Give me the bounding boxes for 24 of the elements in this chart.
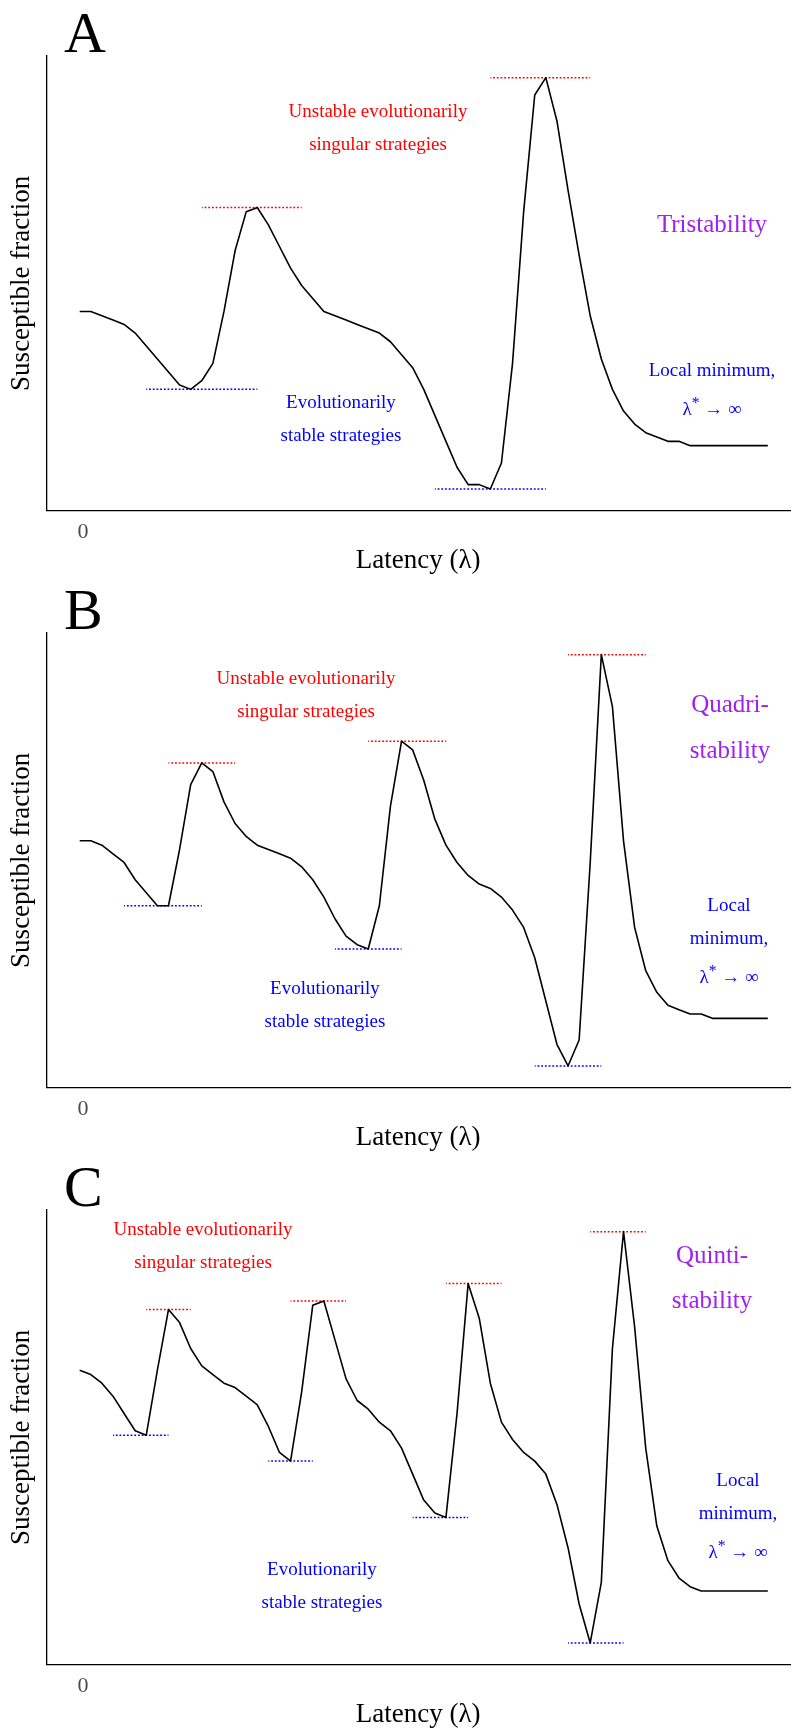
annotation: Local minimum, λ$^{*}$ → ∞ [647, 358, 777, 422]
annotation: Local minimum, λ$^{*}$ → ∞ [688, 893, 770, 990]
annotation: Evolutionarily stable strategies [263, 976, 387, 1033]
annotation: Unstable evolutionarily singular strategies [113, 1218, 293, 1272]
y-axis-title: Susceptible fraction [5, 175, 36, 391]
y-axis-title: Susceptible fraction [5, 1329, 36, 1545]
text: 0 [76, 1672, 90, 1698]
annotation: Quadri-stability [688, 689, 772, 765]
text: 0 [76, 1095, 90, 1121]
annotation: Local minimum, λ$^{*}$ → ∞ [697, 1468, 779, 1565]
annotation: Unstable evolutionarily singular strategies [287, 99, 469, 156]
text: 0 [76, 518, 90, 544]
chart-title: A [64, 0, 106, 65]
annotation: Tristability [655, 209, 769, 239]
y-axis-title: Susceptible fraction [5, 752, 36, 968]
annotation: Unstable evolutionarily singular strategies [215, 666, 397, 723]
annotation: Evolutionarily stable strategies [260, 1557, 384, 1614]
annotation: Quinti-stability [670, 1240, 754, 1315]
annotation: Evolutionarily stable strategies [279, 390, 403, 447]
x-axis-title: Latency (λ) [355, 1697, 481, 1728]
chart-title: B [64, 577, 103, 642]
x-axis-title: Latency (λ) [355, 543, 481, 574]
chart-title: C [64, 1154, 103, 1219]
x-axis-title: Latency (λ) [355, 1120, 481, 1151]
